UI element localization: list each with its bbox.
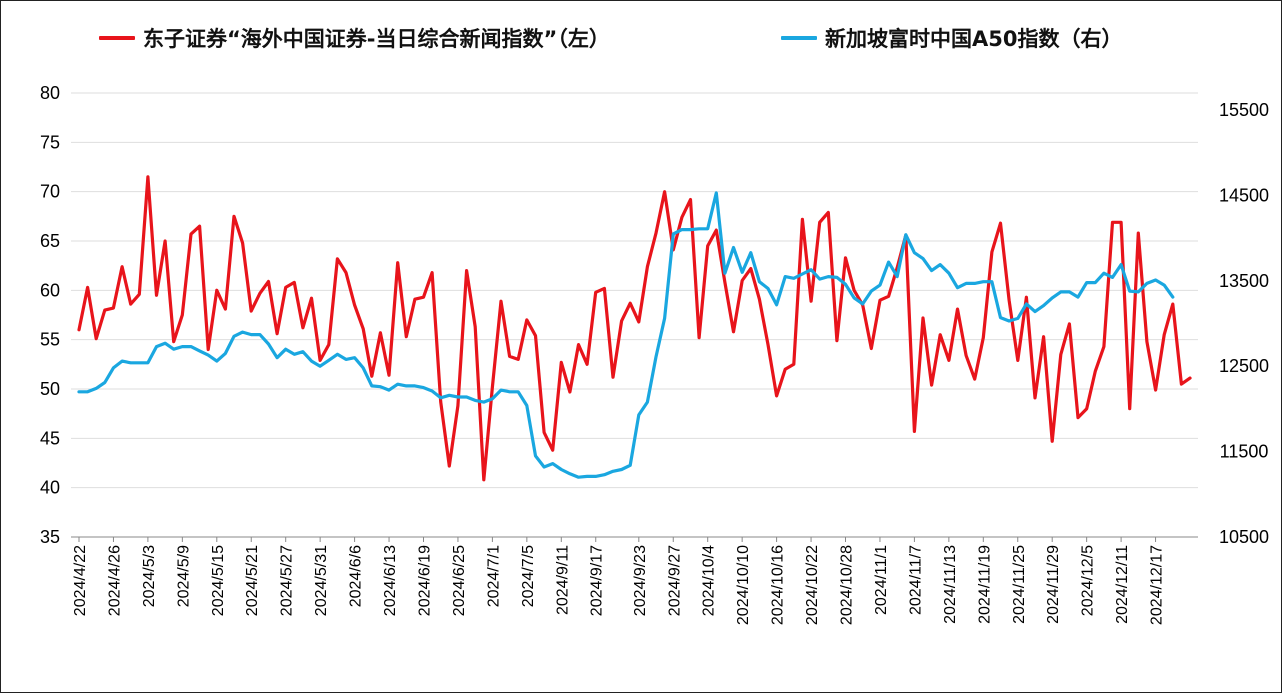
- left-tick-label: 50: [40, 379, 60, 399]
- x-tick-label: 2024/4/22: [72, 545, 89, 616]
- x-tick-label: 2024/10/22: [804, 545, 821, 625]
- x-tick-label: 2024/9/27: [666, 545, 683, 616]
- left-tick-label: 70: [40, 182, 60, 202]
- right-tick-label: 14500: [1219, 185, 1269, 205]
- x-tick-label: 2024/6/6: [348, 545, 365, 607]
- x-tick-label: 2024/5/3: [141, 545, 158, 607]
- right-tick-label: 13500: [1219, 271, 1269, 291]
- legend-swatch-a50-index: [781, 36, 817, 40]
- x-tick-label: 2024/6/25: [451, 545, 468, 616]
- x-tick-label: 2024/12/11: [1114, 545, 1131, 624]
- x-tick-label: 2024/5/21: [244, 545, 261, 616]
- left-tick-label: 75: [40, 132, 60, 152]
- x-tick-label: 2024/12/5: [1080, 545, 1097, 616]
- left-tick-label: 80: [40, 83, 60, 103]
- left-tick-label: 40: [40, 478, 60, 498]
- right-tick-label: 11500: [1220, 442, 1269, 462]
- left-tick-label: 60: [40, 280, 60, 300]
- right-tick-label: 10500: [1219, 527, 1269, 547]
- x-tick-label: 2024/6/19: [416, 545, 433, 616]
- left-tick-label: 55: [40, 330, 60, 350]
- series-lines: [77, 175, 1192, 482]
- x-tick-label: 2024/10/10: [735, 545, 752, 625]
- x-tick-label: 2024/7/1: [485, 545, 502, 607]
- legend-label-news-index: 东子证券“海外中国证券-当日综合新闻指数”（左）: [143, 27, 610, 51]
- legend-label-a50-index: 新加坡富时中国A50指数（右）: [825, 27, 1123, 51]
- x-tick-label: 2024/11/19: [976, 545, 993, 624]
- x-tick-label: 2024/11/25: [1011, 545, 1028, 624]
- x-tick-label: 2024/11/29: [1045, 545, 1062, 624]
- series-line-news-index: [77, 175, 1192, 482]
- tick-labels: 35 40 45 50 55 60 65 70 75 80 10500 11500 12500 13500…: [40, 83, 1269, 625]
- x-tick-label: 2024/10/28: [839, 545, 856, 625]
- x-tick-label: 2024/5/31: [313, 545, 330, 616]
- legend-item-news-index: 东子证券“海外中国证券-当日综合新闻指数”（左）: [99, 21, 610, 55]
- x-tick-label: 2024/5/27: [279, 545, 296, 616]
- legend: 东子证券“海外中国证券-当日综合新闻指数”（左） 新加坡富时中国A50指数（右）: [1, 21, 1281, 55]
- x-tick-label: 2024/10/4: [701, 545, 718, 616]
- x-tick-label: 2024/4/26: [106, 545, 123, 616]
- x-tick-label: 2024/7/5: [520, 545, 537, 607]
- gridlines: [71, 92, 1198, 489]
- legend-swatch-news-index: [99, 36, 135, 40]
- axes: [71, 536, 1198, 542]
- x-tick-label: 2024/5/15: [210, 545, 227, 616]
- x-tick-label: 2024/11/1: [873, 545, 890, 615]
- right-tick-label: 15500: [1219, 100, 1269, 120]
- left-tick-label: 65: [40, 231, 60, 251]
- legend-item-a50-index: 新加坡富时中国A50指数（右）: [781, 21, 1122, 55]
- x-tick-label: 2024/6/13: [382, 545, 399, 616]
- series-line-a50-index: [77, 191, 1175, 479]
- right-tick-label: 12500: [1219, 356, 1269, 376]
- x-tick-label: 2024/11/7: [907, 545, 924, 615]
- x-tick-label: 2024/9/17: [589, 545, 606, 616]
- x-tick-label: 2024/5/9: [175, 545, 192, 607]
- left-tick-label: 45: [40, 428, 60, 448]
- left-tick-label: 35: [40, 527, 60, 547]
- x-tick-label: 2024/12/17: [1149, 545, 1166, 625]
- x-tick-label: 2024/9/11: [554, 545, 571, 615]
- x-tick-label: 2024/9/23: [632, 545, 649, 616]
- x-tick-label: 2024/10/16: [770, 545, 787, 625]
- x-tick-label: 2024/11/13: [942, 545, 959, 624]
